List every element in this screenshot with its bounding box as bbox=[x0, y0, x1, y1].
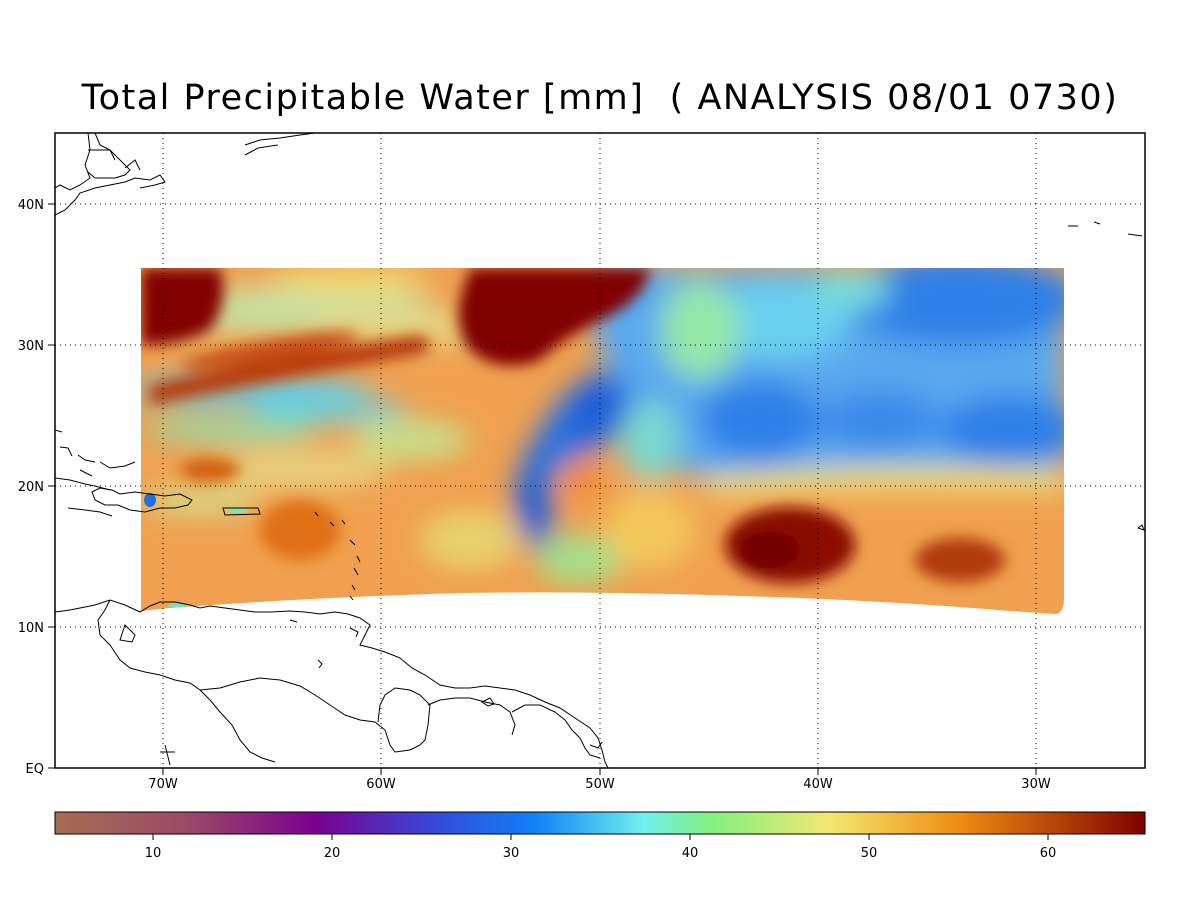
colorbar: 10 20 30 40 50 60 bbox=[54, 811, 1146, 861]
lon-tick-label: 30W bbox=[1021, 777, 1051, 792]
lon-tick-label: 60W bbox=[366, 777, 396, 792]
lat-tick-label: 40N bbox=[18, 198, 44, 213]
lon-tick-label: 70W bbox=[148, 777, 178, 792]
lat-tick-label: 10N bbox=[18, 621, 44, 636]
lat-tick-label: EQ bbox=[26, 762, 44, 777]
coastlines bbox=[55, 133, 1145, 768]
lat-tick-label: 30N bbox=[18, 339, 44, 354]
colorbar-tick-label: 50 bbox=[861, 846, 878, 861]
colorbar-tick-label: 30 bbox=[503, 846, 520, 861]
lon-tick-label: 40W bbox=[803, 777, 833, 792]
tpw-field bbox=[141, 268, 1064, 614]
lon-tick-label: 50W bbox=[585, 777, 615, 792]
graticule bbox=[55, 133, 1145, 768]
colorbar-gradient bbox=[54, 811, 1146, 835]
colorbar-tick-label: 40 bbox=[682, 846, 699, 861]
map-title: Total Precipitable Water [mm] ( ANALYSIS… bbox=[81, 78, 1119, 118]
colorbar-tick-label: 10 bbox=[145, 846, 162, 861]
axis-ticks bbox=[48, 203, 1037, 775]
colorbar-tick-label: 20 bbox=[324, 846, 341, 861]
lat-tick-label: 20N bbox=[18, 480, 44, 495]
colorbar-ticks bbox=[152, 834, 1049, 840]
colorbar-tick-label: 60 bbox=[1040, 846, 1057, 861]
